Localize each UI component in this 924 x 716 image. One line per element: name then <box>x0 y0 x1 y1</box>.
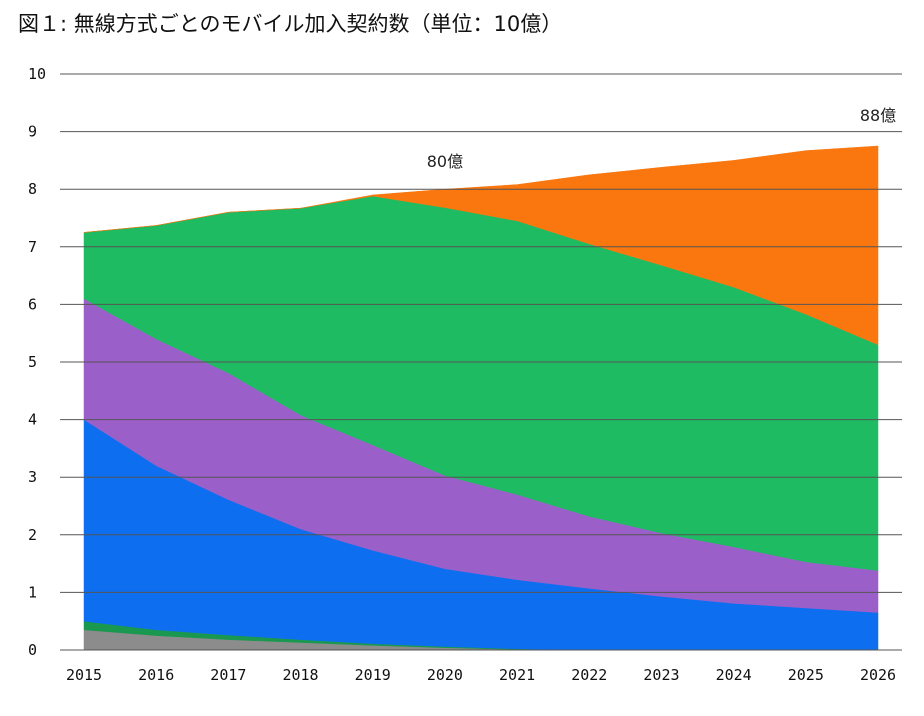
y-tick-label: 4 <box>28 411 37 429</box>
x-tick-label: 2023 <box>643 666 679 684</box>
y-tick-label: 10 <box>28 65 46 83</box>
x-tick-label: 2018 <box>282 666 318 684</box>
x-tick-label: 2016 <box>138 666 174 684</box>
annotation-label: 88億 <box>860 106 896 125</box>
x-tick-label: 2024 <box>716 666 752 684</box>
x-tick-label: 2022 <box>571 666 607 684</box>
x-tick-label: 2015 <box>66 666 102 684</box>
x-tick-label: 2020 <box>427 666 463 684</box>
y-tick-label: 6 <box>28 295 37 313</box>
y-tick-label: 5 <box>28 353 37 371</box>
y-tick-label: 0 <box>28 641 37 659</box>
y-tick-label: 8 <box>28 180 37 198</box>
chart-title: 図１: 無線方式ごとのモバイル加入契約数（単位：10億） <box>18 12 563 36</box>
x-tick-label: 2017 <box>210 666 246 684</box>
gridlines <box>60 73 902 651</box>
y-tick-label: 2 <box>28 526 37 544</box>
area-series-6 <box>83 145 879 346</box>
y-tick-label: 7 <box>28 238 37 256</box>
annotations: 80億 88億 <box>427 106 896 171</box>
annotation-label: 80億 <box>427 152 463 171</box>
x-tick-label: 2026 <box>860 666 896 684</box>
x-axis-ticks: 2015 2016 2017 2018 2019 2020 2021 2022 2023 2024… <box>66 666 896 684</box>
x-tick-label: 2019 <box>355 666 391 684</box>
y-tick-label: 9 <box>28 123 37 141</box>
stacked-areas <box>83 145 879 651</box>
x-tick-label: 2025 <box>788 666 824 684</box>
y-axis-ticks: 0 1 2 3 4 5 6 7 8 9 10 <box>28 65 46 659</box>
y-tick-label: 1 <box>28 583 37 601</box>
y-tick-label: 3 <box>28 468 37 486</box>
x-tick-label: 2021 <box>499 666 535 684</box>
